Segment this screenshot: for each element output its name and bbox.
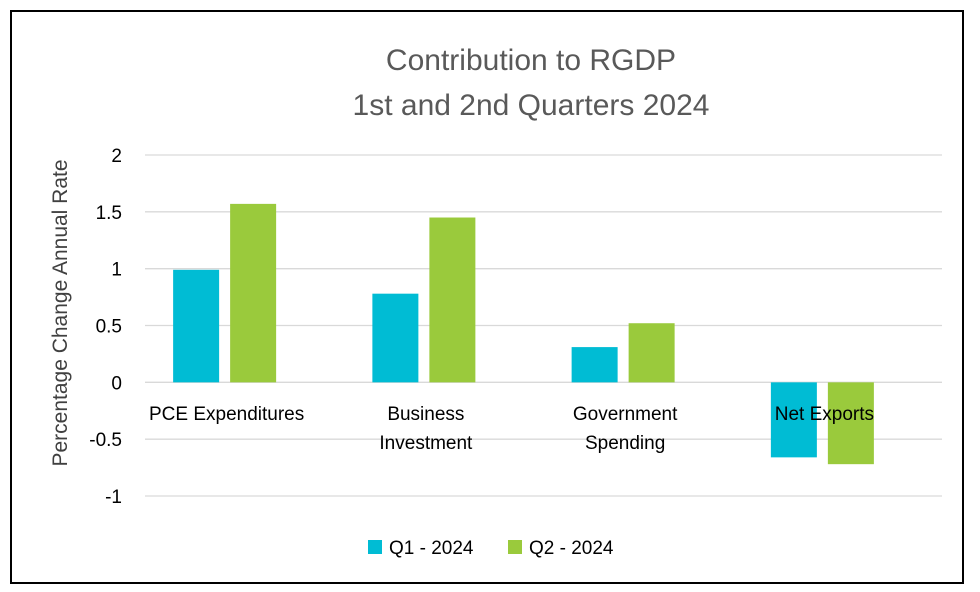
bar [372,293,419,383]
y-tick-label: 0 [111,373,122,394]
legend: Q1 - 2024 Q2 - 2024 [368,538,614,559]
y-tick-label: -1 [105,487,122,508]
y-tick-label: 0.5 [96,317,122,338]
bar [429,217,476,383]
bar [173,269,220,383]
chart-title-line: Contribution to RGDP [386,44,676,77]
y-axis-ticks: 2 1.5 1 0.5 0 -0.5 -1 [89,146,122,508]
bar [770,382,817,458]
y-tick-label: 1 [111,260,122,281]
category-labels: PCE Expenditures Business Investment Govern… [149,404,874,454]
bar [230,203,277,383]
category-label: Government Spending [573,404,678,454]
chart-frame [10,10,964,584]
bars [173,203,874,465]
legend-label: Q2 - 2024 [529,538,614,559]
category-label: Net Exports [775,404,874,425]
bar [628,323,675,383]
bar [571,347,618,383]
y-tick-label: 2 [111,146,122,167]
y-tick-label: -0.5 [89,430,122,451]
bar [827,382,874,465]
legend-swatch [508,540,522,554]
y-axis-label-group: Percentage Change Annual Rate [49,159,72,466]
legend-swatch [368,540,382,554]
legend-label: Q1 - 2024 [389,538,474,559]
category-label: Business Investment [379,404,473,454]
category-label: PCE Expenditures [149,404,304,425]
y-axis-label: Percentage Change Annual Rate [49,159,72,466]
chart-title: Contribution to RGDP 1st and 2nd Quarters… [353,44,710,122]
y-tick-label: 1.5 [96,203,122,224]
chart-title-line: 1st and 2nd Quarters 2024 [353,89,710,122]
